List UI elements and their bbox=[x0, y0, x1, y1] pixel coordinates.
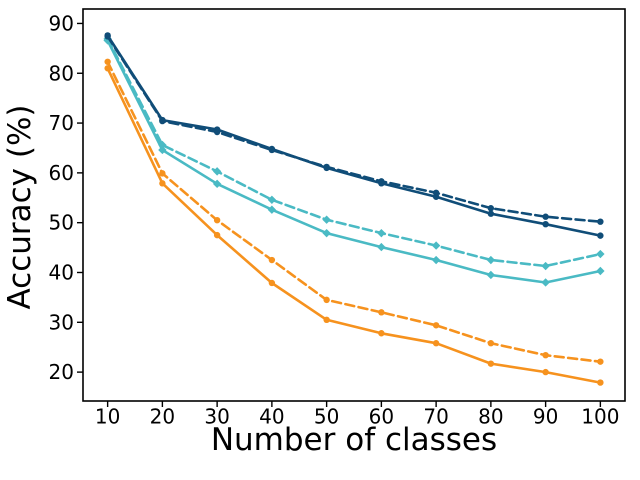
series-orange-dashed-markers bbox=[104, 58, 604, 365]
data-point-marker bbox=[597, 379, 604, 386]
series-orange-solid-line bbox=[106, 67, 602, 384]
data-point-marker bbox=[431, 241, 441, 250]
data-point-marker bbox=[158, 140, 167, 150]
y-tick-label: 80 bbox=[49, 61, 74, 85]
x-tick-label: 40 bbox=[259, 405, 284, 429]
data-point-marker bbox=[432, 322, 440, 329]
y-tick-label: 40 bbox=[49, 260, 74, 284]
series-teal-dashed-line bbox=[106, 37, 602, 268]
data-point-marker bbox=[323, 163, 330, 171]
data-point-marker bbox=[542, 213, 549, 220]
x-tick-label: 80 bbox=[478, 405, 503, 429]
x-tick-label: 70 bbox=[423, 405, 448, 429]
x-tick-label: 10 bbox=[95, 405, 120, 429]
data-point-marker bbox=[213, 128, 221, 136]
data-point-marker bbox=[377, 242, 386, 252]
x-axis-label: Number of classes bbox=[211, 422, 497, 458]
data-point-marker bbox=[486, 255, 496, 265]
data-point-marker bbox=[596, 249, 605, 259]
y-tick-label: 60 bbox=[49, 161, 74, 185]
data-point-marker bbox=[104, 33, 111, 40]
series-dark-blue-dashed-markers bbox=[104, 33, 604, 225]
data-point-marker bbox=[158, 145, 167, 155]
data-point-marker bbox=[378, 309, 385, 316]
x-tick-label: 60 bbox=[369, 405, 394, 429]
data-point-marker bbox=[159, 170, 166, 177]
data-point-marker bbox=[542, 368, 549, 376]
data-point-marker bbox=[267, 195, 277, 204]
data-point-marker bbox=[487, 360, 495, 367]
x-tick-label: 30 bbox=[204, 405, 229, 429]
data-point-marker bbox=[268, 256, 276, 264]
data-point-marker bbox=[212, 167, 222, 176]
data-point-marker bbox=[542, 220, 549, 228]
series-dark-blue-solid-markers bbox=[104, 32, 604, 239]
data-point-marker bbox=[378, 330, 385, 337]
data-point-marker bbox=[542, 351, 549, 359]
data-point-marker bbox=[159, 180, 166, 187]
data-point-marker bbox=[212, 179, 222, 189]
data-point-marker bbox=[104, 58, 111, 65]
data-point-marker bbox=[432, 189, 440, 196]
data-point-marker bbox=[597, 232, 604, 239]
series-teal-solid-line bbox=[106, 39, 602, 284]
data-point-marker bbox=[213, 216, 221, 224]
x-tick-label: 90 bbox=[533, 405, 558, 429]
y-tick-label: 90 bbox=[49, 11, 74, 35]
data-point-marker bbox=[377, 228, 386, 238]
series-teal-solid-markers bbox=[103, 36, 605, 287]
y-tick-label: 20 bbox=[49, 360, 74, 384]
data-point-marker bbox=[486, 270, 496, 280]
data-point-marker bbox=[432, 340, 440, 347]
data-point-marker bbox=[323, 316, 330, 324]
data-point-marker bbox=[159, 117, 166, 125]
data-point-marker bbox=[268, 146, 276, 154]
data-point-marker bbox=[431, 255, 441, 265]
data-point-marker bbox=[487, 340, 495, 347]
data-point-marker bbox=[597, 218, 604, 225]
data-point-marker bbox=[487, 210, 495, 217]
data-point-marker bbox=[322, 215, 331, 224]
y-tick-label: 30 bbox=[49, 310, 74, 334]
x-tick-label: 50 bbox=[314, 405, 339, 429]
data-point-marker bbox=[487, 205, 495, 212]
data-point-marker bbox=[268, 279, 276, 287]
x-tick-label: 20 bbox=[150, 405, 175, 429]
data-point-marker bbox=[322, 228, 331, 238]
data-point-marker bbox=[596, 266, 605, 276]
y-tick-label: 70 bbox=[49, 111, 74, 135]
data-point-marker bbox=[597, 358, 604, 365]
series-orange-dashed-line bbox=[106, 60, 602, 363]
data-point-marker bbox=[267, 205, 277, 214]
x-tick-label: 100 bbox=[581, 405, 619, 429]
series-teal-dashed-markers bbox=[103, 34, 605, 271]
y-tick-label: 50 bbox=[49, 211, 74, 235]
data-point-marker bbox=[323, 296, 330, 304]
plot-frame bbox=[82, 8, 626, 402]
series-dark-blue-solid-line bbox=[106, 34, 602, 237]
data-point-marker bbox=[541, 261, 550, 271]
series-dark-blue-dashed-line bbox=[106, 35, 602, 223]
data-point-marker bbox=[541, 278, 550, 287]
data-point-marker bbox=[378, 178, 385, 185]
data-point-marker bbox=[213, 231, 221, 239]
y-axis-label: Accuracy (%) bbox=[2, 104, 38, 309]
